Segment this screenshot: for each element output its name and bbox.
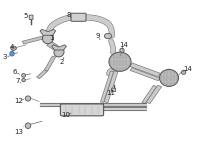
Circle shape — [104, 33, 112, 39]
Polygon shape — [44, 56, 56, 71]
Ellipse shape — [22, 74, 26, 77]
Text: 6: 6 — [13, 69, 20, 75]
Polygon shape — [100, 71, 114, 102]
Text: 2: 2 — [60, 57, 64, 65]
FancyBboxPatch shape — [71, 13, 86, 21]
Ellipse shape — [54, 47, 64, 57]
Text: 9: 9 — [96, 33, 100, 40]
Text: 12: 12 — [15, 98, 24, 104]
Polygon shape — [47, 41, 58, 50]
Polygon shape — [40, 29, 56, 35]
Text: 7: 7 — [16, 78, 21, 84]
Ellipse shape — [109, 52, 131, 71]
Text: 5: 5 — [24, 13, 31, 22]
Ellipse shape — [42, 33, 54, 44]
Text: 14: 14 — [120, 42, 128, 49]
Polygon shape — [130, 68, 160, 81]
Text: 14: 14 — [183, 66, 192, 72]
Text: 11: 11 — [107, 90, 116, 96]
Ellipse shape — [22, 78, 25, 82]
FancyBboxPatch shape — [60, 104, 104, 116]
Ellipse shape — [160, 70, 179, 86]
Text: 13: 13 — [14, 126, 24, 135]
Polygon shape — [37, 70, 47, 79]
Polygon shape — [146, 85, 162, 104]
FancyBboxPatch shape — [112, 88, 116, 91]
Polygon shape — [22, 36, 44, 44]
Text: 1: 1 — [49, 35, 54, 44]
Text: 3: 3 — [3, 54, 10, 60]
Polygon shape — [52, 45, 66, 50]
Polygon shape — [130, 63, 160, 77]
Text: 4: 4 — [9, 44, 14, 51]
Circle shape — [11, 46, 16, 50]
Polygon shape — [104, 71, 118, 102]
Text: 10: 10 — [62, 112, 71, 118]
FancyBboxPatch shape — [29, 15, 33, 19]
Ellipse shape — [10, 51, 14, 56]
Ellipse shape — [120, 48, 124, 52]
Text: 8: 8 — [67, 12, 71, 18]
Ellipse shape — [25, 96, 31, 101]
Polygon shape — [142, 85, 157, 103]
Ellipse shape — [25, 123, 31, 128]
Ellipse shape — [181, 70, 186, 74]
